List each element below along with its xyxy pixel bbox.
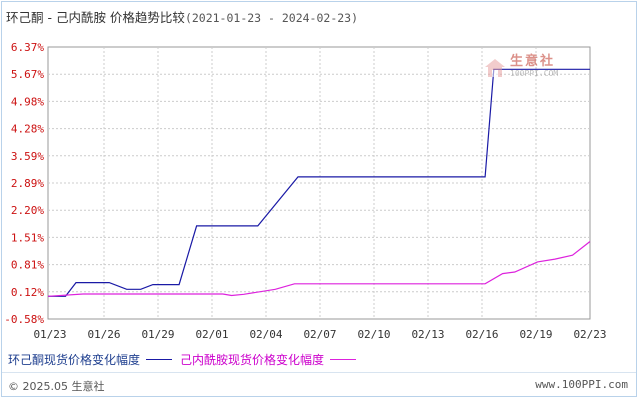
x-tick-label: 02/23: [573, 328, 606, 341]
y-tick-label: 2.89%: [11, 177, 44, 190]
x-tick-label: 01/29: [141, 328, 174, 341]
legend-series2-label: 己内酰胺现货价格变化幅度: [180, 353, 325, 367]
y-tick-label: 6.37%: [11, 41, 44, 54]
logo: 生意社 100PPI.COM: [484, 54, 559, 80]
x-tick-label: 02/07: [303, 328, 336, 341]
footer-divider: [2, 372, 636, 373]
x-tick-label: 02/13: [411, 328, 444, 341]
y-tick-label: 1.51%: [11, 231, 44, 244]
chart-title: 环己酮 - 己内酰胺 价格趋势比较(2021-01-23 - 2024-02-2…: [6, 7, 358, 26]
y-tick-label: 0.81%: [11, 259, 44, 272]
x-tick-label: 02/04: [249, 328, 282, 341]
x-tick-label: 02/01: [195, 328, 228, 341]
series-line-caprolactam: [47, 241, 591, 297]
y-tick-label: -0.58%: [4, 313, 44, 326]
y-tick-label: 4.98%: [11, 95, 44, 108]
x-tick-label: 02/10: [357, 328, 390, 341]
x-tick-label: 01/26: [87, 328, 120, 341]
y-tick-label: 0.12%: [11, 286, 44, 299]
y-tick-label: 2.20%: [11, 204, 44, 217]
title-range: (2021-01-23 - 2024-02-23): [184, 11, 359, 25]
x-tick-label: 02/16: [465, 328, 498, 341]
logo-name: 生意社: [510, 54, 556, 69]
footer-site-link[interactable]: www.100PPI.com: [535, 378, 628, 391]
y-tick-label: 5.67%: [11, 68, 44, 81]
footer-copyright: © 2025.05 生意社: [8, 380, 105, 393]
y-tick-label: 3.59%: [11, 150, 44, 163]
logo-url: 100PPI.COM: [510, 69, 559, 78]
series-line-cyclohexanone: [48, 68, 590, 297]
x-tick-label: 01/23: [33, 328, 66, 341]
title-main: 环己酮 - 己内酰胺 价格趋势比较: [6, 10, 185, 25]
y-tick-label: 4.28%: [11, 123, 44, 136]
x-tick-label: 02/19: [519, 328, 552, 341]
house-logo-icon: [485, 59, 505, 77]
legend-series1-label: 环己酮现货价格变化幅度: [8, 353, 141, 367]
chart-legend: 环己酮现货价格变化幅度 己内酰胺现货价格变化幅度: [8, 351, 364, 368]
legend-series2-swatch: [330, 359, 357, 360]
legend-series1-swatch: [146, 359, 173, 360]
